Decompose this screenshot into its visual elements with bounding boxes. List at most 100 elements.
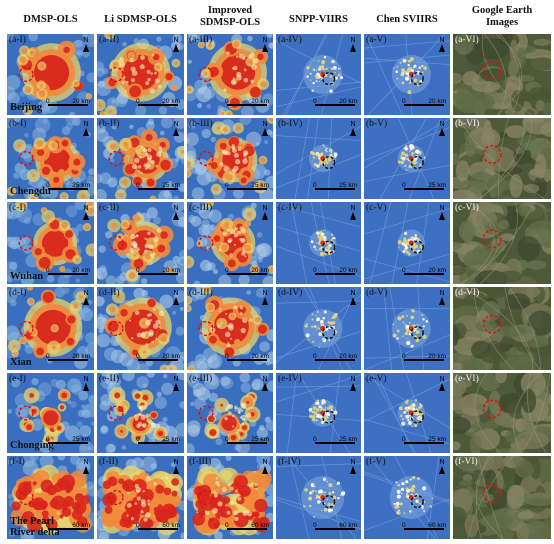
panel-c-I: (c-I) N 0 20 km — [6, 201, 95, 285]
arrow-icon — [83, 44, 89, 52]
scale-distance: 20 km — [162, 98, 180, 105]
north-label: N — [83, 121, 89, 128]
arrow-icon — [439, 466, 445, 474]
north-label: N — [439, 459, 445, 466]
roi-marker — [108, 235, 124, 251]
night-light-map — [7, 118, 94, 199]
night-light-map — [7, 456, 94, 539]
north-arrow-icon: N — [439, 37, 445, 52]
roi-marker — [410, 155, 424, 170]
panel-label: (c-V) — [366, 203, 387, 213]
panel-d-II: (d-II) N 0 20 km — [96, 286, 185, 371]
panel-b-IV: (b-IV) N 0 25 km — [275, 117, 362, 200]
arrow-icon — [83, 383, 89, 391]
north-label: N — [173, 121, 179, 128]
scale-line — [138, 442, 178, 444]
panel-label: (c-IV) — [278, 203, 302, 213]
night-light-map — [97, 202, 184, 284]
scale-distance: 60 km — [72, 522, 90, 529]
scale-line — [315, 104, 355, 106]
scale-distance: 25 km — [428, 182, 446, 189]
scale-zero: 0 — [313, 267, 317, 274]
panel-label: (f-VI) — [455, 457, 478, 467]
scale-distance: 20 km — [72, 267, 90, 274]
north-arrow-icon: N — [262, 459, 268, 474]
north-label: N — [262, 205, 268, 212]
scale-zero: 0 — [46, 522, 50, 529]
column-header-I: DMSP-OLS — [23, 14, 78, 25]
arrow-icon — [173, 128, 179, 136]
scale-zero: 0 — [136, 98, 140, 105]
roi-marker — [18, 489, 34, 506]
north-arrow-icon: N — [83, 376, 89, 391]
scale-bar: 0 20 km — [313, 353, 357, 367]
scale-distance: 60 km — [162, 522, 180, 529]
panel-d-III: (d-III) N 0 20 km — [186, 286, 274, 371]
panel-label: (c-VI) — [455, 203, 479, 213]
north-label: N — [350, 290, 356, 297]
scale-bar: 0 60 km — [313, 522, 357, 536]
scale-zero: 0 — [225, 436, 229, 443]
night-light-map — [187, 202, 273, 284]
north-label: N — [439, 290, 445, 297]
north-arrow-icon: N — [83, 37, 89, 52]
north-arrow-icon: N — [350, 121, 356, 136]
north-arrow-icon: N — [262, 290, 268, 305]
scale-zero: 0 — [402, 98, 406, 105]
scale-distance: 20 km — [72, 353, 90, 360]
night-light-map — [7, 202, 94, 284]
scale-distance: 20 km — [339, 353, 357, 360]
scale-line — [315, 528, 355, 530]
night-light-map — [364, 287, 450, 370]
panel-a-IV: (a-IV) N 0 20 km — [275, 33, 362, 116]
scale-line — [227, 359, 267, 361]
panel-label: (d-I) — [9, 288, 27, 298]
night-light-map — [187, 373, 273, 453]
scale-bar: 0 25 km — [225, 436, 269, 450]
night-light-map — [276, 373, 361, 453]
scale-distance: 25 km — [251, 436, 269, 443]
north-label: N — [173, 290, 179, 297]
panel-label: (a-VI) — [455, 35, 479, 45]
scale-bar: 0 60 km — [46, 522, 90, 536]
scale-bar: 0 25 km — [313, 182, 357, 196]
scale-line — [227, 104, 267, 106]
scale-distance: 20 km — [251, 353, 269, 360]
roi-marker — [322, 326, 336, 340]
panel-label: (a-II) — [99, 35, 120, 45]
panel-label: (c-II) — [99, 203, 120, 213]
arrow-icon — [83, 297, 89, 305]
north-label: N — [262, 121, 268, 128]
scale-line — [227, 273, 267, 275]
night-light-map — [276, 202, 361, 284]
panel-label: (f-IV) — [278, 457, 301, 467]
north-arrow-icon: N — [439, 459, 445, 474]
panel-f-I: (f-I) N 0 60 km — [6, 455, 95, 540]
night-light-map — [97, 287, 184, 370]
scale-zero: 0 — [402, 436, 406, 443]
night-light-map — [187, 287, 273, 370]
roi-marker — [410, 495, 424, 509]
panel-label: (c-I) — [9, 203, 26, 213]
north-label: N — [173, 37, 179, 44]
north-arrow-icon: N — [262, 205, 268, 220]
night-light-map — [7, 34, 94, 115]
north-arrow-icon: N — [262, 121, 268, 136]
scale-bar: 0 20 km — [313, 98, 357, 112]
arrow-icon — [439, 128, 445, 136]
roi-marker — [198, 320, 214, 337]
roi-marker — [322, 240, 336, 254]
scale-zero: 0 — [136, 267, 140, 274]
scale-distance: 20 km — [162, 353, 180, 360]
panel-b-VI: (b-VI) — [452, 117, 552, 200]
panel-label: (e-IV) — [278, 374, 302, 384]
panel-a-VI: (a-VI) — [452, 33, 552, 116]
scale-bar: 0 25 km — [402, 182, 446, 196]
scale-distance: 25 km — [251, 182, 269, 189]
north-arrow-icon: N — [350, 205, 356, 220]
scale-bar: 0 20 km — [136, 267, 180, 281]
panel-b-II: (b-II) N 0 25 km — [96, 117, 185, 200]
panel-d-IV: (d-IV) N 0 20 km — [275, 286, 362, 371]
north-label: N — [439, 205, 445, 212]
scale-bar: 0 20 km — [225, 98, 269, 112]
